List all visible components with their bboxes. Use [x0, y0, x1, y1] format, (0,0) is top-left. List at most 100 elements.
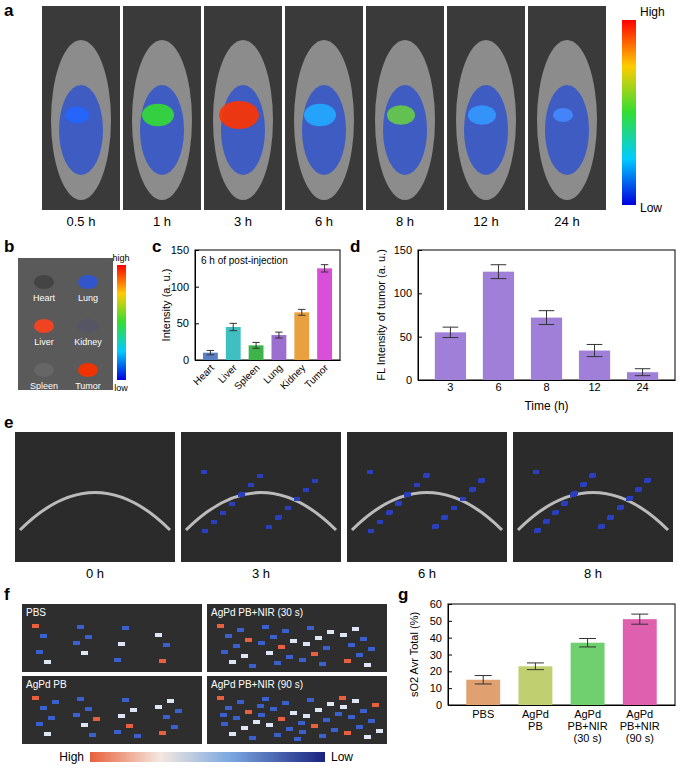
- signal: [140, 85, 184, 175]
- error-cap: [527, 669, 544, 670]
- tick: 24: [636, 380, 648, 393]
- error-bar: [483, 676, 484, 684]
- signal: [627, 496, 633, 500]
- signal: [368, 529, 374, 533]
- signal: [114, 658, 121, 662]
- plot-frame: [448, 604, 675, 705]
- time-label: 24 h: [554, 214, 579, 229]
- image-placeholder: [22, 604, 202, 672]
- signal: [368, 647, 375, 651]
- colorbar: [622, 20, 636, 205]
- signal: [126, 724, 133, 728]
- panel-label: g: [398, 585, 408, 604]
- error-cap: [579, 638, 596, 639]
- signal: [266, 723, 273, 727]
- signal: [304, 104, 336, 126]
- error-cap: [443, 327, 459, 328]
- image-placeholder: [513, 432, 673, 562]
- signal: [635, 488, 641, 492]
- image-placeholder: [22, 676, 202, 744]
- signal: [561, 502, 567, 506]
- y-axis: 0102030405060: [430, 598, 452, 711]
- error-cap: [298, 315, 305, 316]
- signal: [77, 697, 84, 701]
- signal: [319, 734, 326, 738]
- signal: [248, 483, 254, 487]
- signal: [262, 625, 269, 629]
- image-placeholder: [207, 604, 387, 672]
- signal: [311, 652, 318, 656]
- signal: [286, 727, 293, 731]
- tick: 8: [543, 380, 549, 393]
- organ-label: Heart: [33, 293, 56, 303]
- tick: 100: [394, 287, 422, 299]
- signal: [237, 628, 244, 632]
- image-placeholder: [366, 6, 444, 210]
- tick: 150: [171, 244, 199, 256]
- signal: [299, 658, 306, 662]
- error-cap: [252, 342, 259, 343]
- bar: [571, 643, 605, 705]
- error-cap: [579, 646, 596, 647]
- signal: [85, 635, 92, 639]
- signal: [405, 492, 411, 496]
- axis-title: Intensity (a. u.): [160, 269, 172, 342]
- signal: [352, 699, 359, 703]
- chart-2: 0102030405060PBSAgPdPBAgPdPB+NIR(30 s)Ag…: [408, 598, 676, 744]
- error-cap: [527, 662, 544, 663]
- image-placeholder: [42, 6, 120, 210]
- signal: [32, 696, 39, 700]
- error-cap: [443, 337, 459, 338]
- organ-label: Spleen: [30, 381, 58, 391]
- colorbar: [117, 265, 126, 380]
- tick-label: 0: [436, 699, 442, 711]
- signal: [217, 624, 224, 628]
- tick: 50: [400, 331, 422, 343]
- error-bar: [450, 327, 451, 337]
- signal: [155, 633, 162, 637]
- signal: [294, 497, 300, 501]
- signal: [352, 627, 359, 631]
- signal: [241, 654, 248, 658]
- signal: [163, 715, 170, 719]
- signal: [377, 520, 383, 524]
- signal: [285, 506, 291, 510]
- bars: [466, 614, 656, 705]
- signal: [262, 697, 269, 701]
- signal: [598, 525, 604, 529]
- signal: [245, 710, 252, 714]
- signal: [468, 105, 496, 125]
- signal: [479, 478, 485, 482]
- chart-0: 050100150HeartLiverSpleenLungKidneyTumor…: [160, 244, 341, 392]
- signal: [44, 660, 51, 664]
- signal: [442, 515, 448, 519]
- image-placeholder: [15, 432, 175, 562]
- error-bar: [256, 342, 257, 348]
- time-label: 8 h: [396, 214, 414, 229]
- tick: 50: [430, 615, 452, 627]
- tick-label: Kidney: [278, 362, 307, 391]
- tick-label: Heart: [191, 362, 216, 387]
- signal: [315, 708, 322, 712]
- tick-label: 12: [588, 381, 600, 393]
- image-placeholder: [123, 6, 201, 210]
- error-bar: [324, 265, 325, 272]
- error-bar: [639, 614, 640, 624]
- signal: [278, 645, 285, 649]
- signal: [331, 728, 338, 732]
- signal: [85, 707, 92, 711]
- error-bar: [535, 663, 536, 670]
- plot-frame: [195, 250, 340, 360]
- signal: [294, 737, 301, 741]
- signal: [257, 704, 264, 708]
- signal: [387, 105, 415, 125]
- signal: [364, 663, 371, 667]
- signal: [344, 659, 351, 663]
- tick: 3: [447, 380, 453, 393]
- signal: [553, 108, 573, 122]
- error-bar: [642, 369, 643, 376]
- signal: [307, 626, 314, 630]
- group-label: AgPd PB+NIR (90 s): [211, 679, 303, 690]
- bar: [623, 619, 657, 705]
- tick: Kidney: [278, 360, 307, 392]
